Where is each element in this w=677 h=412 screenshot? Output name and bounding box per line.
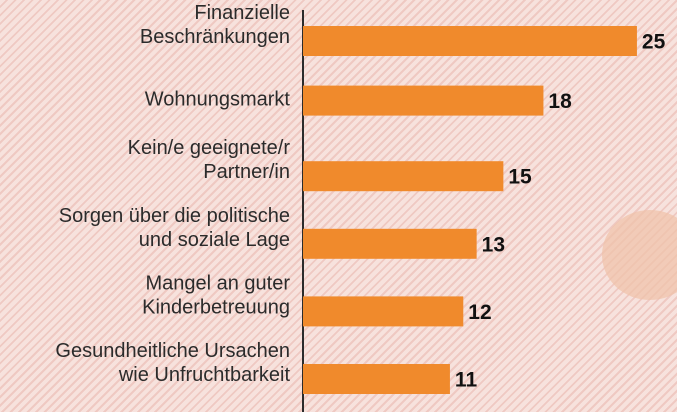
category-label-line: Kein/e geeignete/r — [128, 137, 291, 159]
value-label: 25 — [642, 31, 666, 54]
bar — [303, 228, 477, 259]
bar — [303, 296, 464, 327]
category-label-line: Beschränkungen — [140, 26, 290, 48]
category-label-line: und soziale Lage — [139, 229, 290, 251]
bar — [303, 26, 637, 56]
category-label-line: Kinderbetreuung — [142, 297, 290, 319]
bar — [303, 364, 450, 394]
value-label: 12 — [468, 301, 491, 324]
category-label-line: Mangel an guter — [145, 273, 290, 295]
value-label: 15 — [508, 166, 532, 189]
category-label-line: Gesundheitliche Ursachen — [55, 340, 290, 362]
category-label-line: Finanzielle — [194, 2, 290, 24]
category-label: Kein/e geeignete/r Partner/in — [128, 137, 291, 183]
category-label-line: Sorgen über die politische — [59, 205, 290, 227]
category-label-line: Wohnungsmarkt — [145, 89, 291, 111]
bar — [303, 161, 504, 192]
category-label-line: wie Unfruchtbarkeit — [118, 364, 291, 386]
value-label: 13 — [482, 233, 505, 256]
bar — [303, 85, 544, 116]
category-label: Mangel an guter Kinderbetreuung — [142, 273, 290, 319]
value-label: 11 — [455, 369, 478, 392]
category-label-line: Partner/in — [203, 161, 290, 183]
value-label: 18 — [548, 90, 572, 113]
category-label: Finanzielle Beschränkungen — [140, 2, 290, 48]
category-label: Wohnungsmarkt — [145, 89, 291, 111]
decoration — [602, 210, 677, 300]
category-label: Sorgen über die politische und soziale La… — [59, 205, 290, 251]
category-label: Gesundheitliche Ursachen wie Unfruchtbark… — [55, 340, 290, 386]
